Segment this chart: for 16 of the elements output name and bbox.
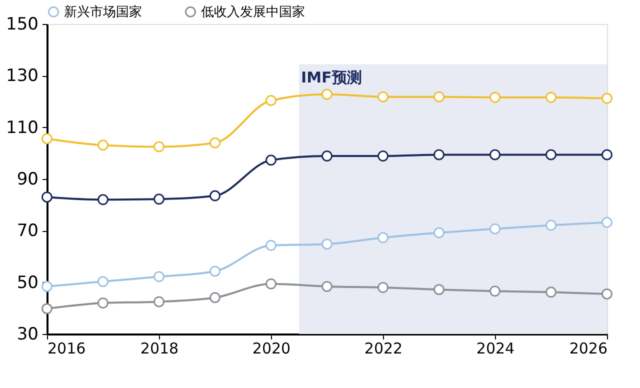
x-tick-label: 2022 bbox=[364, 340, 403, 358]
y-tick-label: 50 bbox=[16, 272, 38, 293]
legend-label: 新兴市场国家 bbox=[64, 4, 142, 20]
x-tick-label: 2016 bbox=[48, 340, 86, 358]
y-tick-label: 130 bbox=[6, 66, 38, 86]
x-tick-label: 2024 bbox=[476, 340, 515, 358]
y-tick-label: 110 bbox=[6, 118, 38, 138]
y-tick-label: 70 bbox=[16, 221, 38, 242]
band-label: IMF预测 bbox=[301, 68, 362, 86]
legend-label: 低收入发展中国家 bbox=[201, 4, 305, 20]
x-tick-label: 2018 bbox=[140, 340, 179, 358]
x-tick-label: 2020 bbox=[252, 340, 291, 358]
x-tick-label: 2026 bbox=[569, 340, 608, 358]
y-tick-label: 150 bbox=[6, 14, 38, 34]
y-tick-label: 30 bbox=[16, 324, 38, 344]
y-tick-label: 90 bbox=[16, 170, 38, 190]
